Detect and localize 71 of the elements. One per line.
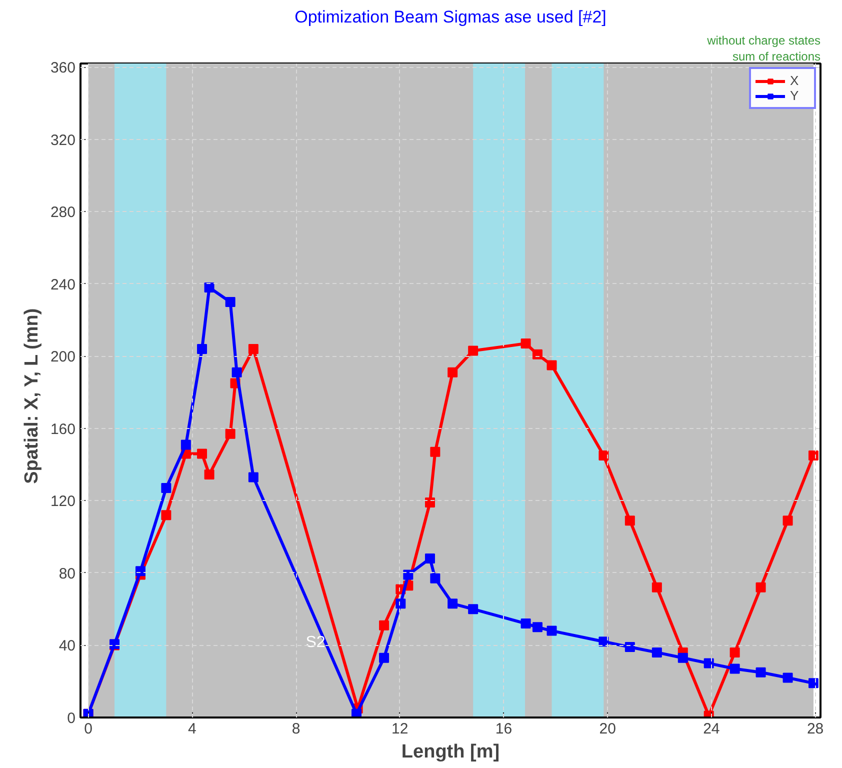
y-axis-title: Spatial: X, Y, L (mn) [21,308,42,484]
text: sum of reactions [732,50,821,64]
point [396,598,406,609]
point [730,647,740,658]
x-tick-label: 4 [188,720,196,738]
point [532,349,542,360]
x-tick-label: 28 [806,720,824,738]
y-tick-label: 320 [50,132,76,149]
y-tick-label: 120 [50,493,76,510]
point [624,642,635,652]
point [520,618,531,629]
point [379,652,390,663]
point [652,647,662,658]
y-tick-label: 160 [50,420,76,438]
point [232,367,242,378]
point [520,338,531,349]
point [782,516,793,526]
point [652,582,662,592]
point [161,510,172,520]
y-tick-label: 0 [67,710,76,727]
point [546,626,557,636]
point [204,282,214,293]
point [468,604,478,614]
point [225,428,236,439]
point [448,598,458,609]
point [468,346,478,356]
x-tick-label: 12 [392,720,408,738]
legend-label: Y [790,88,800,103]
point [808,450,818,461]
point [678,652,688,663]
x-tick-label: 0 [84,720,92,738]
point [225,296,236,307]
point [598,450,609,461]
point [546,360,557,370]
point [161,483,172,494]
point [532,622,542,632]
point [248,472,258,482]
x-tick-label: 24 [703,720,720,738]
point [448,367,458,378]
point [808,678,818,688]
point [756,667,766,678]
point [204,470,214,480]
point [704,658,714,668]
point [180,440,191,450]
x-tick-label: 8 [292,720,300,738]
point [197,448,208,459]
point [197,344,208,354]
point [379,620,390,630]
point [730,664,740,674]
point [403,570,414,580]
legend-label: X [790,73,800,88]
point [135,566,146,576]
y-tick-label: 280 [50,204,76,222]
chart-title: Optimization Beam Sigmas ase used [#2] [294,8,606,26]
point [782,672,793,683]
x-tick-label: 20 [599,720,616,738]
point [624,516,635,526]
point [424,554,435,564]
point [424,498,435,508]
point [756,582,766,592]
y-tick-label: 360 [50,60,76,77]
text: without charge states [706,34,821,48]
y-tick-label: 240 [50,276,76,294]
point [430,573,440,584]
y-tick-label: 40 [58,638,76,655]
x-tick-label: 16 [495,720,512,738]
y-tick-label: 80 [58,565,76,582]
point [430,446,440,457]
x-axis-title: Length [m] [401,742,500,762]
point [248,344,258,354]
y-tick-label: 200 [50,348,76,366]
